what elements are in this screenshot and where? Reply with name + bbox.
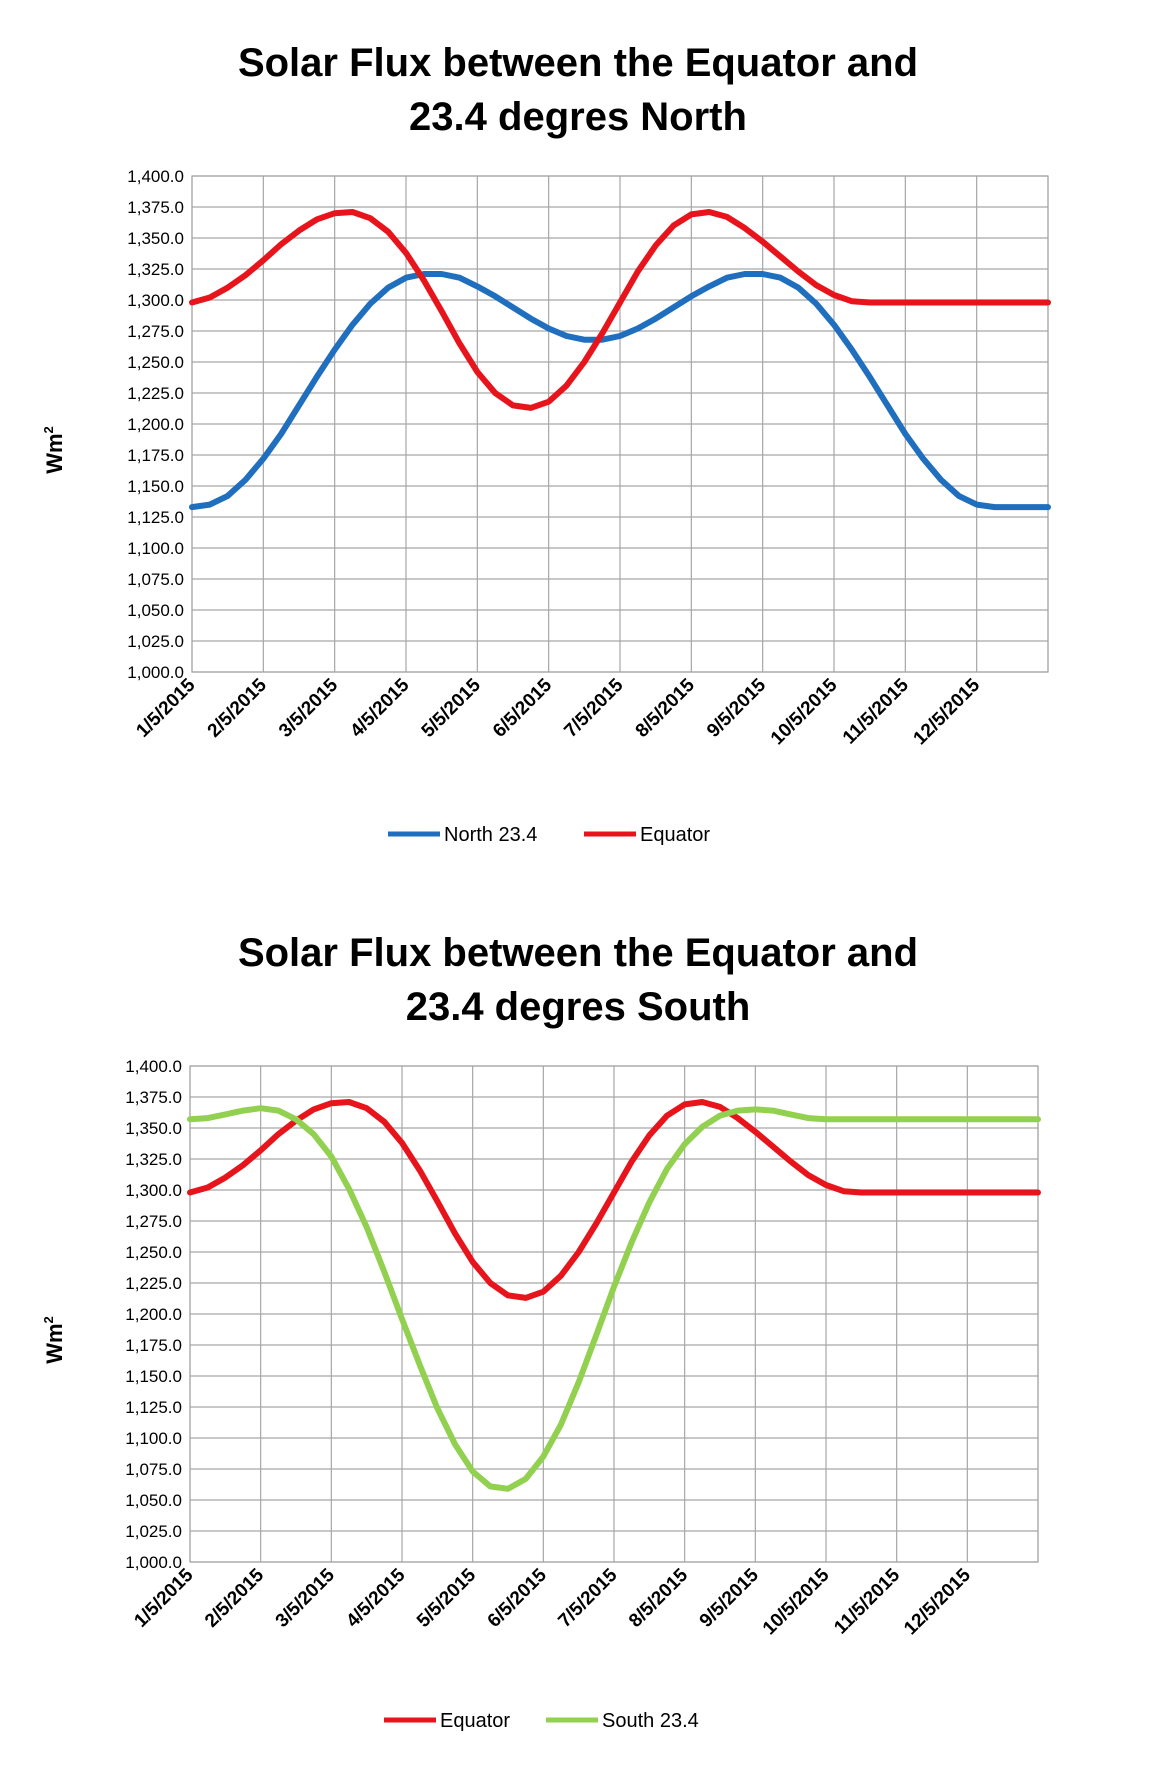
- chart2-y-tick-label: 1,400.0: [125, 1057, 182, 1076]
- chart2-x-tick-label: 1/5/2015: [130, 1564, 197, 1631]
- chart1-legend-equator-label: Equator: [640, 824, 710, 846]
- chart2-x-tick-label: 6/5/2015: [484, 1564, 551, 1631]
- chart1-plot-area: [191, 175, 1049, 673]
- chart2-y-tick-label: 1,200.0: [125, 1305, 182, 1324]
- chart2-legend-south-label: South 23.4: [602, 1710, 699, 1732]
- chart2-y-tick-label: 1,000.0: [125, 1553, 182, 1572]
- chart1-svg: 1,000.0 1,025.0 1,050.0 1,075.0 1,100.0 1,125…: [41, 167, 1051, 846]
- chart2-x-tick-label: 8/5/2015: [625, 1564, 692, 1631]
- chart1-y-tick-label: 1,250.0: [127, 353, 184, 372]
- chart2-x-tick-label: 10/5/2015: [759, 1564, 834, 1639]
- chart1-y-tick-label: 1,400.0: [127, 167, 184, 186]
- chart2-y-tick-label: 1,150.0: [125, 1367, 182, 1386]
- chart2-x-tick-label: 7/5/2015: [554, 1564, 621, 1631]
- chart2-x-tick-label: 11/5/2015: [830, 1564, 904, 1638]
- chart1-y-tick-label: 1,225.0: [127, 384, 184, 403]
- chart2-y-tick-label: 1,050.0: [125, 1491, 182, 1510]
- chart1-x-tick-label: 9/5/2015: [703, 674, 770, 741]
- chart2-y-tick-label: 1,100.0: [125, 1429, 182, 1448]
- chart1-x-tick-label: 1/5/2015: [132, 674, 199, 741]
- chart1-y-tick-label: 1,025.0: [127, 632, 184, 651]
- chart2-y-tick-label: 1,125.0: [125, 1398, 182, 1417]
- chart1-x-tick-label: 10/5/2015: [767, 674, 842, 749]
- chart1-series: [189, 209, 1051, 511]
- chart1-x-tick-label: 6/5/2015: [489, 674, 556, 741]
- chart1-y-tick-label: 1,300.0: [127, 291, 184, 310]
- chart2-x-tick-label: 3/5/2015: [272, 1564, 339, 1631]
- chart2-y-tick-label: 1,250.0: [125, 1243, 182, 1262]
- chart1-y-tick-label: 1,075.0: [127, 570, 184, 589]
- chart1-y-ticks: 1,000.0 1,025.0 1,050.0 1,075.0 1,100.0 1,125…: [127, 167, 184, 682]
- chart1-y-tick-label: 1,325.0: [127, 260, 184, 279]
- chart1-y-tick-label: 1,275.0: [127, 322, 184, 341]
- chart2-y-tick-label: 1,325.0: [125, 1150, 182, 1169]
- chart1-y-axis-label: Wm2: [41, 426, 67, 474]
- chart1-title-line2: 23.4 degres North: [409, 95, 747, 139]
- chart1-grid: [191, 175, 1049, 673]
- chart1-x-tick-label: 3/5/2015: [275, 674, 342, 741]
- chart2-plot-area: [189, 1065, 1039, 1563]
- chart1-y-tick-label: 1,125.0: [127, 508, 184, 527]
- chart2-line-south-23-4: [187, 1105, 1041, 1492]
- chart2-x-tick-label: 4/5/2015: [342, 1564, 409, 1631]
- chart1-legend-north-label: North 23.4: [444, 824, 537, 846]
- chart2-title-line2: 23.4 degres South: [405, 985, 751, 1029]
- chart2-y-axis-label: Wm2: [41, 1316, 67, 1364]
- chart2-y-tick-label: 1,375.0: [125, 1088, 182, 1107]
- chart1-y-tick-label: 1,175.0: [127, 446, 184, 465]
- chart1-line-equator: [189, 209, 1051, 411]
- chart2-legend: Equator South 23.4: [384, 1710, 699, 1732]
- chart1-x-tick-label: 8/5/2015: [632, 674, 699, 741]
- chart2-y-tick-label: 1,075.0: [125, 1460, 182, 1479]
- chart1-y-tick-label: 1,375.0: [127, 198, 184, 217]
- chart2-y-tick-label: 1,350.0: [125, 1119, 182, 1138]
- chart2-legend-equator-label: Equator: [440, 1710, 510, 1732]
- chart1-y-tick-label: 1,050.0: [127, 601, 184, 620]
- chart1-legend: North 23.4 Equator: [388, 824, 710, 846]
- chart1-y-tick-label: 1,100.0: [127, 539, 184, 558]
- chart2-y-tick-label: 1,225.0: [125, 1274, 182, 1293]
- chart1-line-north-23-4: [189, 271, 1051, 511]
- chart1-x-tick-label: 12/5/2015: [910, 674, 985, 749]
- chart2-y-tick-label: 1,275.0: [125, 1212, 182, 1231]
- chart2-x-tick-label: 9/5/2015: [696, 1564, 763, 1631]
- chart2-line-equator: [187, 1099, 1041, 1301]
- chart1-x-tick-label: 2/5/2015: [204, 674, 271, 741]
- chart1-x-tick-label: 4/5/2015: [346, 674, 413, 741]
- chart1-x-ticks: 1/5/2015 2/5/2015 3/5/2015 4/5/2015 5/5/2015…: [132, 674, 984, 749]
- chart1-x-tick-label: 5/5/2015: [418, 674, 485, 741]
- chart2-title-line1: Solar Flux between the Equator and: [237, 931, 919, 975]
- chart2-x-tick-label: 5/5/2015: [413, 1564, 480, 1631]
- chart1-title-line1: Solar Flux between the Equator and: [237, 41, 919, 85]
- chart2-y-tick-label: 1,300.0: [125, 1181, 182, 1200]
- chart1-y-tick-label: 1,200.0: [127, 415, 184, 434]
- chart1-y-tick-label: 1,350.0: [127, 229, 184, 248]
- chart1-y-tick-label: 1,150.0: [127, 477, 184, 496]
- chart2-y-ticks: 1,000.0 1,025.0 1,050.0 1,075.0 1,100.0 1,125…: [125, 1057, 182, 1572]
- chart2-svg: 1,000.0 1,025.0 1,050.0 1,075.0 1,100.0 1,125…: [41, 1057, 1041, 1732]
- chart1-y-tick-label: 1,000.0: [127, 663, 184, 682]
- chart1-x-tick-label: 11/5/2015: [839, 674, 913, 748]
- chart2-x-ticks: 1/5/2015 2/5/2015 3/5/2015 4/5/2015 5/5/2015…: [130, 1564, 975, 1639]
- chart2-series: [187, 1099, 1041, 1492]
- chart2-y-tick-label: 1,025.0: [125, 1522, 182, 1541]
- chart2-x-tick-label: 12/5/2015: [900, 1564, 975, 1639]
- chart2-y-tick-label: 1,175.0: [125, 1336, 182, 1355]
- chart2-x-tick-label: 2/5/2015: [201, 1564, 268, 1631]
- chart1-x-tick-label: 7/5/2015: [560, 674, 627, 741]
